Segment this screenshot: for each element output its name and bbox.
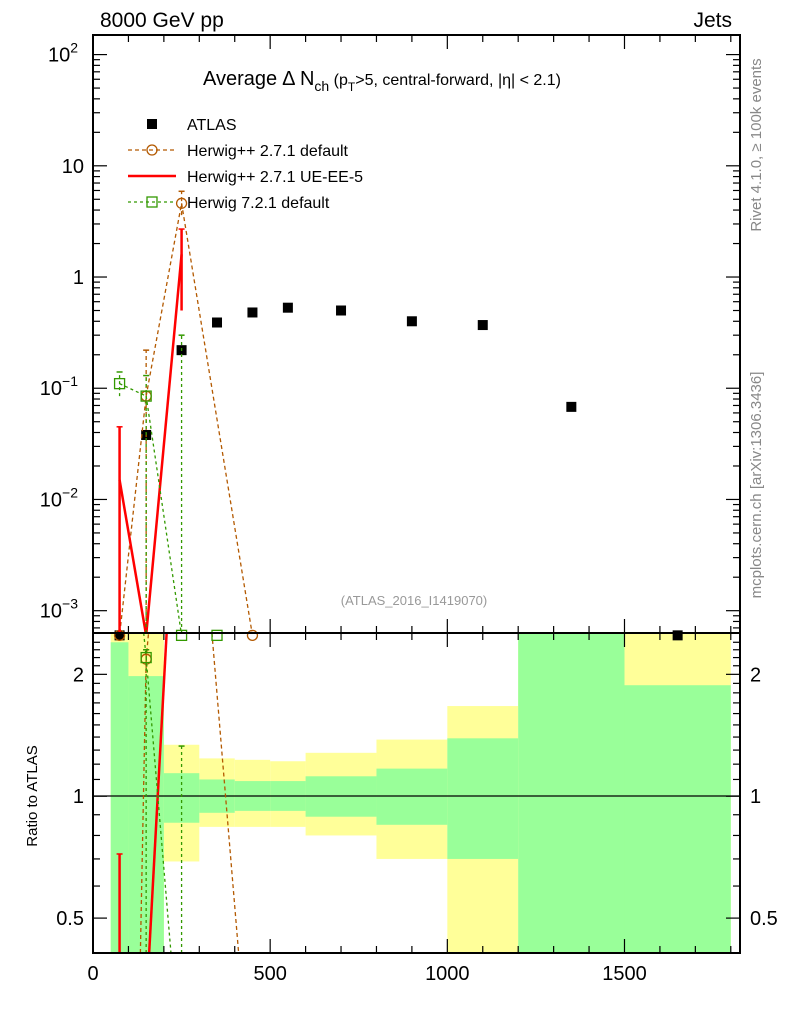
rivet-version-label: Rivet 4.1.0, ≥ 100k events	[748, 58, 765, 231]
legend-entry: Herwig 7.2.1 default	[128, 195, 330, 212]
ratio-series-line-segment	[143, 632, 147, 658]
green-band-bin	[110, 642, 129, 953]
series-herwig-7-2-1-default	[113, 334, 223, 642]
data-point	[175, 197, 188, 209]
legend-label: Herwig 7.2.1 default	[187, 195, 330, 212]
data-point	[146, 196, 158, 208]
green-band-bin	[376, 768, 448, 825]
ratio-series-line-segment	[145, 657, 172, 954]
y-tick-label: 1	[73, 267, 84, 289]
x-tick-label: 1500	[602, 963, 647, 985]
main-series	[113, 190, 683, 642]
data-point	[140, 651, 152, 664]
legend-label: ATLAS	[187, 117, 237, 134]
data-point	[477, 320, 488, 331]
y-tick-label: 10	[62, 156, 84, 178]
ratio-series-line-segment	[211, 632, 240, 954]
y-tick-label: 10−2	[40, 484, 78, 511]
ratio-y-axis-label: Ratio to ATLAS	[24, 745, 41, 846]
data-point	[140, 390, 152, 402]
legend-entry: Herwig++ 2.7.1 UE-EE-5	[128, 169, 363, 186]
ratio-tick-label-left: 0.5	[56, 908, 84, 930]
series-line-segment	[119, 383, 147, 397]
data-point	[282, 302, 293, 313]
mcplots-label: mcplots.cern.ch [arXiv:1306.3436]	[748, 372, 765, 599]
plot-title: Average Δ Nch (pT>5, central-forward, |η|…	[203, 68, 561, 94]
legend: ATLAS Herwig++ 2.7.1 default Herwig++ 2.7.…	[128, 117, 363, 212]
ratio-bands	[110, 633, 731, 953]
data-point	[113, 377, 126, 390]
data-point	[336, 305, 347, 316]
data-point	[247, 307, 258, 318]
ratio-series-line-segment	[145, 632, 150, 660]
axis-ticks	[92, 35, 740, 953]
y-tick-label: 102	[48, 40, 78, 67]
legend-label: Herwig++ 2.7.1 default	[187, 143, 349, 160]
header-left: 8000 GeV pp	[100, 9, 224, 32]
header-right: Jets	[693, 9, 732, 32]
data-point	[211, 629, 223, 642]
legend-label: Herwig++ 2.7.1 UE-EE-5	[187, 169, 363, 186]
ratio-tick-label-right: 1	[750, 786, 761, 808]
analysis-watermark: (ATLAS_2016_I1419070)	[341, 593, 487, 608]
series-herwig-2-7-1-ue-ee-5	[116, 228, 185, 634]
data-point	[114, 630, 125, 641]
ratio-series-herwig-7-2-1-default	[140, 632, 185, 954]
tick-labels: 0 500 1000 1500 102 10 1 10−1 10−2 10−3 2 2 1 1 0.5 0.5	[40, 40, 778, 985]
series-line-segment	[145, 395, 182, 634]
data-point	[212, 317, 223, 328]
legend-entry: ATLAS	[147, 117, 237, 134]
ratio-tick-label-right: 0.5	[750, 908, 778, 930]
green-band-bin	[447, 738, 519, 859]
series-line-segment	[118, 479, 147, 634]
data-point	[406, 316, 417, 327]
ratio-series	[116, 632, 240, 954]
ratio-tick-label-left: 2	[73, 664, 84, 686]
data-point	[147, 119, 157, 129]
series-line-segment	[145, 203, 183, 397]
y-tick-label: 10−3	[40, 596, 78, 623]
legend-entry: Herwig++ 2.7.1 default	[128, 143, 349, 160]
data-point	[175, 629, 188, 642]
y-tick-label: 10−1	[40, 373, 78, 400]
ratio-tick-label-left: 1	[73, 786, 84, 808]
series-line-segment	[119, 396, 147, 634]
data-point	[672, 630, 683, 641]
series-line-segment	[180, 203, 253, 634]
ratio-series-line-segment	[147, 632, 168, 954]
x-tick-label: 1000	[425, 963, 470, 985]
x-tick-label: 500	[253, 963, 286, 985]
data-point	[246, 629, 259, 642]
data-point	[566, 401, 577, 412]
green-band-bin	[163, 773, 200, 823]
ratio-series-herwig-2-7-1-ue-ee-5	[116, 632, 168, 954]
series-line-segment	[145, 254, 183, 634]
ratio-tick-label-right: 2	[750, 664, 761, 686]
x-tick-label: 0	[87, 963, 98, 985]
green-band-bin	[518, 633, 625, 953]
green-band-bin	[624, 685, 731, 953]
series-atlas	[114, 302, 683, 641]
data-point	[146, 144, 158, 156]
ratio-frame	[92, 632, 741, 954]
